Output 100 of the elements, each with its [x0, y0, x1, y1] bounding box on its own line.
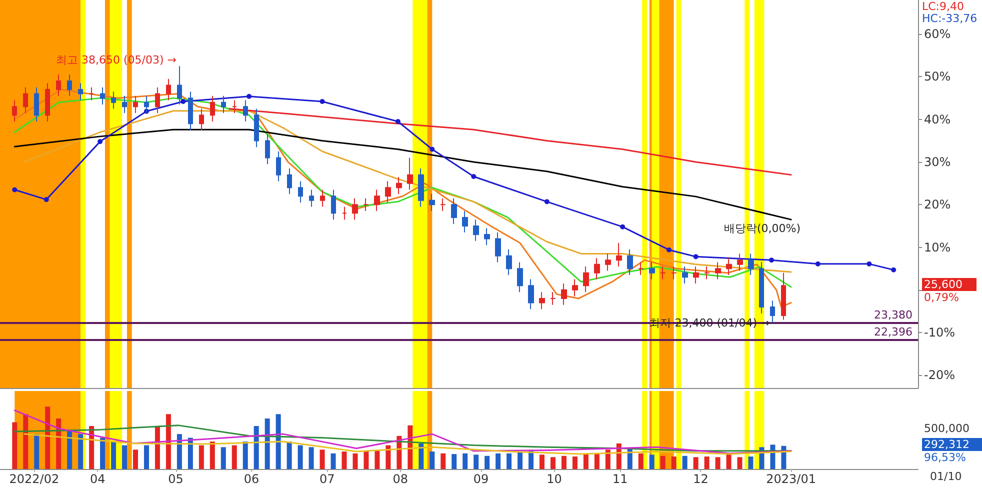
x-tick-label: 12	[693, 472, 708, 486]
bar	[286, 442, 292, 469]
point	[180, 98, 186, 104]
candlestick	[78, 82, 83, 101]
candlestick	[56, 74, 61, 96]
candlestick	[473, 219, 479, 242]
candlestick	[320, 189, 325, 208]
bar	[748, 456, 754, 469]
point	[769, 258, 774, 263]
candlestick	[287, 168, 292, 194]
bar	[474, 454, 479, 469]
bar	[56, 418, 62, 469]
text: 01/10	[930, 470, 962, 483]
candlestick	[276, 150, 281, 182]
candlestick	[331, 189, 336, 220]
candlestick	[309, 189, 314, 208]
point	[246, 94, 252, 99]
bar	[386, 445, 391, 469]
candlestick	[627, 248, 633, 276]
candlestick	[484, 228, 490, 246]
bar	[418, 443, 424, 469]
point	[866, 261, 872, 266]
candlestick	[166, 78, 171, 101]
text: 25,600	[924, 278, 962, 291]
point	[666, 247, 672, 252]
candlestick	[517, 262, 523, 293]
bar	[342, 452, 347, 469]
bar	[518, 452, 523, 469]
point	[98, 139, 103, 144]
candlestick	[111, 91, 116, 110]
text: HC:-33,76	[922, 12, 978, 25]
y-tick-label: -10%	[924, 326, 956, 340]
candlestick	[715, 262, 721, 280]
x-tick-label: 11	[612, 472, 628, 486]
candlestick	[34, 86, 39, 122]
candlestick	[726, 257, 732, 276]
candlestick	[440, 198, 446, 212]
bar	[298, 445, 303, 469]
candlestick	[363, 198, 369, 212]
bar	[220, 447, 226, 469]
candlestick	[418, 168, 424, 208]
candlestick	[748, 253, 754, 276]
bar	[166, 414, 171, 469]
bar	[594, 453, 600, 469]
candlestick	[616, 242, 622, 267]
candlestick	[462, 210, 468, 233]
candlestick	[660, 266, 666, 280]
annotation: 23,380	[874, 308, 913, 322]
y-tick-label: -20%	[924, 368, 956, 382]
bar	[67, 430, 72, 469]
candlestick	[671, 266, 677, 280]
x-tick-label: 06	[244, 472, 260, 486]
bar	[374, 450, 380, 469]
x-tick-label: 05	[168, 472, 184, 486]
bar	[154, 426, 160, 469]
candlestick	[243, 100, 248, 122]
x-tick-label: 2023/01	[766, 472, 816, 486]
bar	[638, 453, 644, 469]
candlestick	[572, 278, 578, 297]
candlestick	[451, 198, 457, 224]
bar	[671, 456, 676, 469]
candlestick	[429, 194, 435, 212]
text: 500,000	[924, 422, 970, 435]
y-tick-label: 10%	[924, 240, 951, 254]
candlestick	[89, 86, 94, 101]
candlestick	[693, 266, 699, 284]
point	[544, 199, 550, 204]
candlestick	[605, 253, 611, 272]
candlestick	[638, 262, 644, 276]
bar	[528, 450, 534, 469]
bar	[133, 450, 138, 469]
bar	[23, 414, 28, 469]
bar	[682, 456, 688, 469]
candlestick	[407, 157, 413, 190]
candlestick	[12, 100, 17, 122]
bar	[649, 454, 654, 469]
bar	[561, 456, 566, 469]
bar	[34, 434, 40, 469]
point	[620, 224, 626, 230]
candlestick	[682, 266, 688, 284]
bar	[188, 438, 193, 469]
candlestick	[781, 272, 786, 320]
candlestick	[45, 82, 50, 122]
candlestick	[188, 91, 193, 131]
y-tick-label: 60%	[924, 27, 951, 42]
candlestick	[100, 86, 105, 105]
bar	[452, 454, 457, 469]
point	[395, 119, 400, 124]
point	[471, 174, 476, 180]
candlestick	[122, 95, 127, 114]
candlestick	[298, 180, 303, 204]
x-tick-label: 10	[546, 472, 562, 486]
candlestick	[23, 86, 28, 114]
point	[320, 98, 325, 104]
point	[693, 254, 698, 260]
bar	[320, 450, 325, 469]
y-tick-label: 50%	[924, 70, 951, 84]
bar	[540, 454, 545, 469]
bar	[330, 453, 336, 469]
bar	[352, 453, 358, 469]
